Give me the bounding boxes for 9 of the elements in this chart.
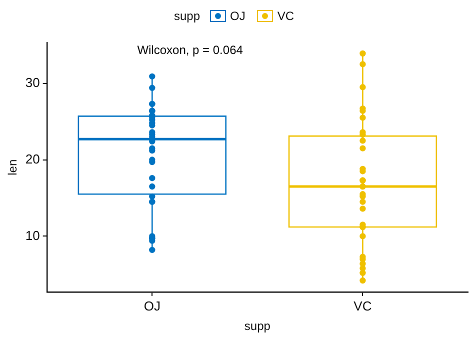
y-tick-label: 30 xyxy=(25,74,40,90)
y-tick-label: 10 xyxy=(25,228,40,243)
y-axis-title: len xyxy=(6,159,20,176)
x-axis-title: supp xyxy=(174,9,200,23)
y-tick-label: 20 xyxy=(25,151,40,166)
legend-label: VC xyxy=(277,9,294,23)
legend-title: supp xyxy=(244,319,271,334)
annotation: Wilcoxon, p = 0.064 xyxy=(137,43,244,58)
legend-label: OJ xyxy=(230,9,246,23)
